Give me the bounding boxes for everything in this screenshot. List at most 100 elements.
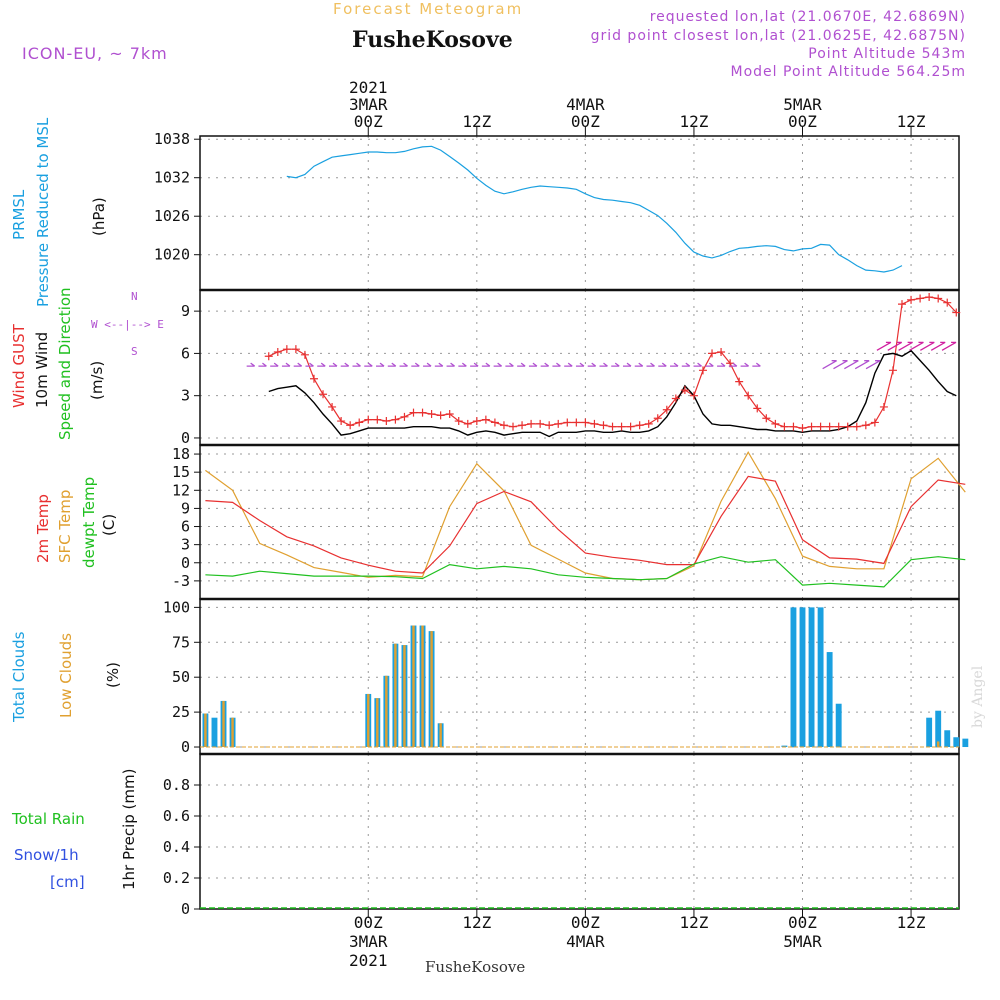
- gust-marker: [364, 415, 373, 424]
- gust-marker: [825, 422, 834, 431]
- total-cloud-bar: [808, 607, 815, 748]
- top-axis-label: 00Z: [788, 112, 817, 131]
- wind-line: [268, 349, 957, 438]
- grid-point-coords: grid point closest lon,lat (21.0625E, 42…: [590, 28, 966, 44]
- low-cloud-bar: [403, 645, 406, 748]
- bottom-axis-label: 00Z: [571, 913, 600, 932]
- gust-marker: [545, 421, 554, 430]
- gust-marker: [671, 394, 680, 403]
- gust-marker: [581, 418, 590, 427]
- gust-marker: [789, 422, 798, 431]
- bottom-axis-year: 2021: [349, 951, 388, 970]
- gust-marker: [527, 419, 536, 428]
- gust-marker: [445, 410, 454, 418]
- gust-marker: [879, 402, 888, 411]
- gust-marker: [436, 411, 445, 420]
- low-cloud-bar: [367, 693, 370, 748]
- wind-direction-arrow: [909, 341, 924, 351]
- wind-direction-arrow: [564, 362, 573, 367]
- low-cloud-bar: [204, 713, 207, 748]
- total-cloud-bar: [817, 607, 824, 748]
- sfc-temp-line: [205, 450, 966, 581]
- wind-direction-arrow: [376, 362, 385, 367]
- dewpt-line: [205, 556, 966, 588]
- gust-marker: [653, 414, 662, 423]
- wind-direction-arrow: [920, 341, 935, 351]
- gust-marker: [708, 349, 717, 358]
- gust-marker: [355, 418, 364, 427]
- gust-marker: [481, 415, 490, 424]
- model-altitude: Model Point Altitude 564.25m: [730, 64, 966, 80]
- gust-marker: [861, 421, 870, 430]
- top-axis-date: 4MAR: [566, 95, 605, 114]
- gust-marker: [843, 422, 852, 431]
- gust-marker: [626, 422, 635, 431]
- gust-marker: [490, 418, 499, 427]
- bottom-axis-label: 00Z: [354, 913, 383, 932]
- top-axis-date: 3MAR: [349, 95, 388, 114]
- gust-marker: [807, 422, 816, 431]
- total-cloud-bar: [935, 710, 942, 748]
- wind-direction-arrow: [658, 362, 667, 367]
- gust-marker: [509, 422, 518, 431]
- bottom-axis-label: 12Z: [462, 913, 491, 932]
- y-tick-label-temp: 12: [172, 481, 190, 499]
- gust-marker: [816, 422, 825, 431]
- compass-s: S: [131, 345, 138, 358]
- y-tick-label-wind: 6: [181, 344, 190, 362]
- wind-direction-arrow: [740, 362, 749, 367]
- panel-frame-clouds: [199, 598, 960, 755]
- gust-marker: [952, 308, 961, 317]
- gust-marker: [409, 408, 418, 417]
- wind-direction-arrow: [281, 362, 291, 367]
- wind-direction-arrow: [505, 362, 514, 367]
- wind-direction-arrow: [876, 341, 892, 351]
- low-cloud-bar: [231, 717, 234, 748]
- gust-marker: [662, 405, 671, 414]
- total-cloud-bar: [790, 607, 797, 748]
- wind-direction-arrow: [822, 360, 837, 370]
- y-tick-label-temp: 0: [181, 554, 190, 572]
- wind-direction-arrow: [670, 362, 679, 367]
- wind-direction-arrow: [470, 362, 479, 367]
- gust-marker: [762, 414, 771, 423]
- wind-direction-arrow: [552, 362, 561, 367]
- wind-direction-arrow: [898, 341, 913, 351]
- wind-direction-arrow: [411, 362, 420, 367]
- gust-marker: [373, 415, 382, 424]
- low-cloud-bar: [385, 675, 388, 748]
- gust-marker: [337, 417, 346, 426]
- top-axis-label: 12Z: [897, 112, 926, 131]
- compass-we: W <--|--> E: [91, 318, 164, 331]
- y-tick-label-temp: -3: [172, 572, 190, 590]
- panel-frame-pressure: [199, 135, 960, 291]
- gust-marker: [943, 298, 952, 307]
- wind-direction-arrow: [705, 362, 714, 367]
- y-tick-label-pressure: 1026: [154, 207, 190, 225]
- gust-marker: [888, 366, 897, 375]
- gust-marker: [400, 412, 409, 421]
- wind-direction-arrow: [258, 362, 267, 367]
- meteogram-subtitle: Forecast Meteogram: [333, 0, 524, 18]
- wind-direction-arrow: [481, 362, 491, 367]
- model-label: ICON-EU, ~ 7km: [22, 44, 168, 63]
- gust-marker: [300, 350, 309, 359]
- wind-direction-arrow: [693, 362, 702, 367]
- y-tick-label-temp: 6: [181, 518, 190, 536]
- gust-marker: [599, 421, 608, 430]
- gust-marker: [472, 417, 481, 426]
- gust-marker: [590, 419, 599, 428]
- y-tick-label-wind: 0: [181, 429, 190, 447]
- gust-marker: [907, 295, 916, 304]
- gust-marker: [499, 421, 508, 430]
- total-cloud-bar: [781, 745, 788, 748]
- low-cloud-bar: [222, 700, 225, 748]
- gust-marker: [309, 374, 318, 383]
- wind-direction-arrow: [340, 362, 350, 367]
- top-axis-label: 00Z: [354, 112, 383, 131]
- wind-direction-arrow: [833, 360, 848, 370]
- gust-marker: [698, 366, 707, 375]
- precip-rain-label: Total Rain: [12, 810, 85, 828]
- gust-marker: [798, 424, 807, 433]
- gust-marker: [563, 418, 572, 427]
